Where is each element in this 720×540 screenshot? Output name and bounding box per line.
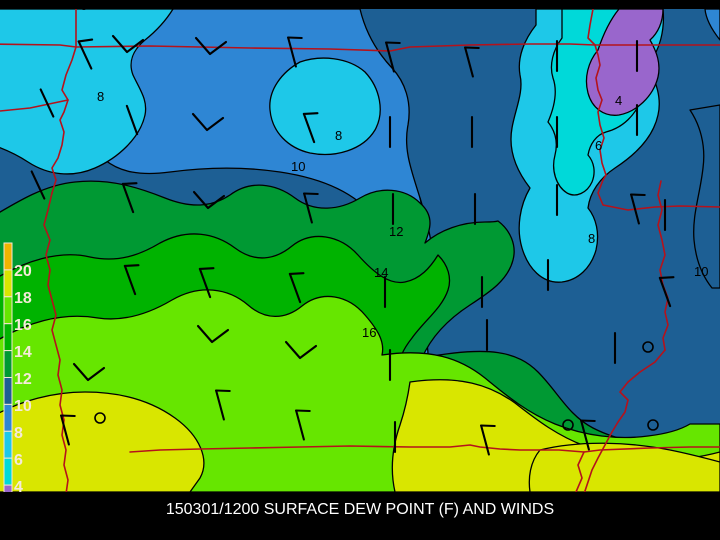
svg-text:10: 10 xyxy=(694,264,708,279)
svg-text:20: 20 xyxy=(14,263,32,280)
svg-text:4: 4 xyxy=(615,93,622,108)
svg-text:16: 16 xyxy=(362,325,376,340)
svg-text:8: 8 xyxy=(335,128,342,143)
svg-text:12: 12 xyxy=(389,224,403,239)
svg-text:8: 8 xyxy=(14,425,23,442)
svg-text:6: 6 xyxy=(14,452,23,469)
svg-text:18: 18 xyxy=(14,290,32,307)
svg-text:12: 12 xyxy=(14,371,32,388)
svg-text:10: 10 xyxy=(14,398,32,415)
svg-text:16: 16 xyxy=(14,317,32,334)
svg-text:6: 6 xyxy=(595,138,602,153)
svg-text:14: 14 xyxy=(374,265,388,280)
svg-text:10: 10 xyxy=(291,159,305,174)
svg-text:150301/1200 SURFACE DEW POINT: 150301/1200 SURFACE DEW POINT (F) AND WI… xyxy=(166,501,554,518)
svg-text:8: 8 xyxy=(97,89,104,104)
svg-text:14: 14 xyxy=(14,344,32,361)
svg-text:8: 8 xyxy=(588,231,595,246)
